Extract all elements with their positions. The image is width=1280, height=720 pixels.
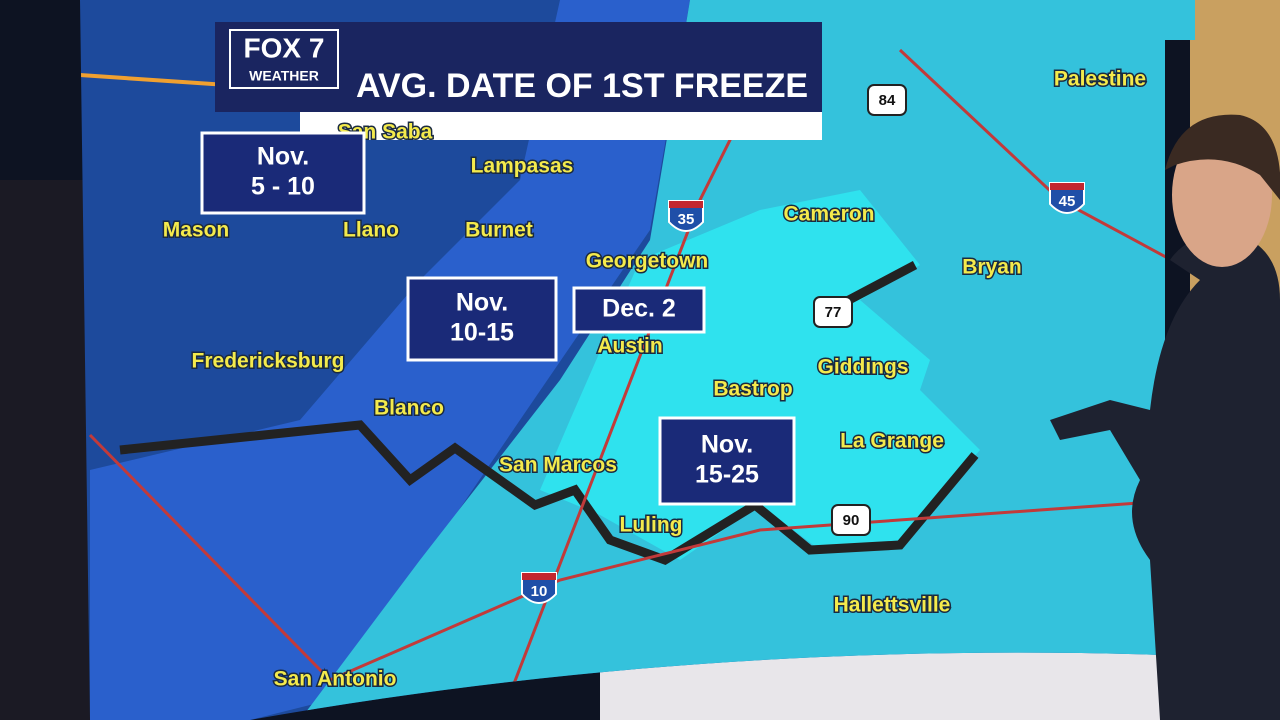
presenter	[1050, 114, 1280, 720]
presenter-hair	[1165, 114, 1280, 200]
zone-box	[406, 276, 558, 362]
city-label: San Antonio	[274, 668, 397, 691]
zone-label: Dec. 2	[602, 295, 676, 323]
highway-number: 10	[531, 583, 548, 600]
city-label: Hallettsville	[834, 594, 951, 617]
highway-number: 77	[825, 304, 842, 321]
zone-box	[200, 131, 366, 215]
title: AVG. DATE OF 1ST FREEZE	[356, 67, 808, 105]
city-label: La Grange	[840, 430, 944, 453]
interstate-cap	[522, 573, 556, 580]
highway-number: 45	[1059, 193, 1076, 210]
highway-number: 35	[678, 211, 695, 228]
interstate-cap	[1050, 183, 1084, 190]
us-shield	[813, 296, 853, 328]
city-label: Blanco	[374, 397, 444, 420]
city-label: Llano	[343, 219, 399, 242]
zone-border	[119, 420, 979, 565]
logo-box	[229, 29, 339, 89]
zone-box	[572, 286, 706, 334]
zone-label: 5 - 10	[251, 173, 315, 201]
zone-box	[658, 416, 796, 506]
city-label: Giddings	[818, 356, 909, 379]
us-shield	[867, 84, 907, 116]
city-label: Fredericksburg	[192, 350, 345, 373]
city-label: Austin	[597, 335, 662, 358]
logo: FOX 7	[244, 32, 325, 63]
interstate-cap	[669, 201, 703, 208]
presenter-body	[1050, 234, 1280, 720]
zone-label: Nov.	[257, 143, 309, 171]
city-label: Cameron	[783, 203, 874, 226]
city-label: Palestine	[1054, 68, 1146, 91]
interstate-shield	[1049, 182, 1085, 214]
zone-label: Nov.	[701, 431, 753, 459]
interstate-shield	[521, 572, 557, 604]
us-shield	[831, 504, 871, 536]
logo-subtitle: WEATHER	[249, 68, 319, 84]
zone-label: 10-15	[450, 319, 514, 347]
city-label: Mason	[163, 219, 230, 242]
city-label: Bryan	[962, 256, 1022, 279]
city-label: Burnet	[465, 219, 533, 242]
city-label: Luling	[620, 514, 683, 537]
city-label: San Marcos	[499, 454, 617, 477]
interstate-shield	[668, 200, 704, 232]
highway-line	[88, 433, 1181, 682]
city-label: Lampasas	[471, 155, 574, 178]
highway-number: 90	[843, 512, 860, 529]
highway-number: 84	[879, 92, 896, 109]
zone-mid	[90, 0, 690, 720]
city-backdrop	[0, 180, 90, 720]
zone-central	[540, 190, 980, 560]
city-label: Bastrop	[713, 378, 792, 401]
city-label: Georgetown	[586, 250, 709, 273]
zone-label: Nov.	[456, 289, 508, 317]
zone-label: 15-25	[695, 461, 759, 489]
